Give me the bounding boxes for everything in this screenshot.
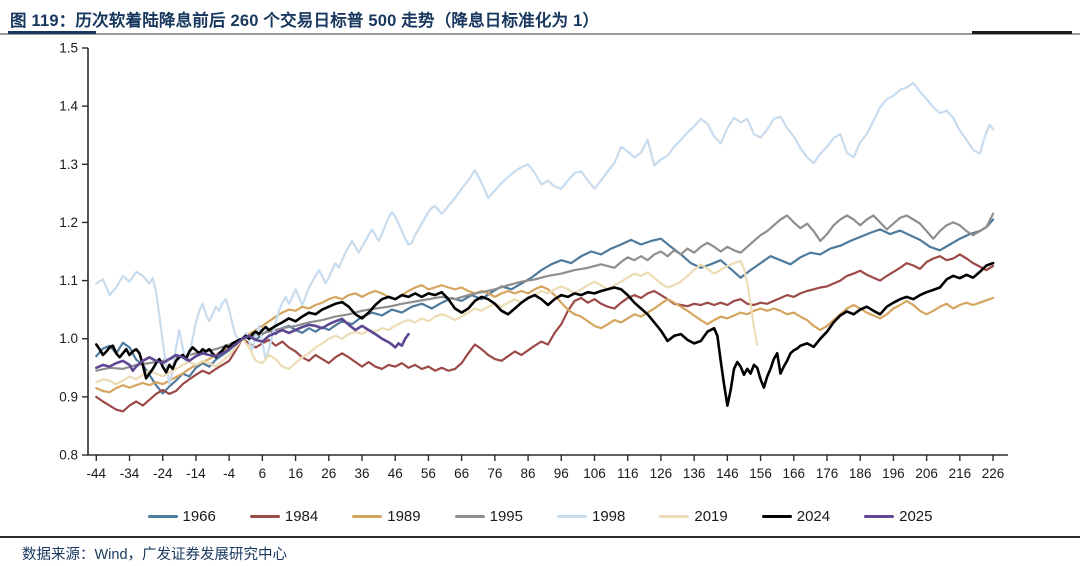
- title-rule: [0, 33, 1080, 35]
- legend-label: 1995: [489, 507, 523, 525]
- legend: 1966 1984 1989 1995 1998 2019 2024 2025: [0, 503, 1080, 529]
- legend-item-1995: 1995: [454, 507, 523, 525]
- x-tick-label: 116: [617, 466, 639, 481]
- x-tick-label: 166: [783, 466, 806, 481]
- x-tick-label: 186: [849, 466, 872, 481]
- x-tick-label: 156: [749, 466, 772, 481]
- x-tick-label: 206: [915, 466, 938, 481]
- legend-item-2025: 2025: [864, 507, 933, 525]
- legend-swatch-1989: [352, 514, 383, 518]
- x-tick-label: -24: [153, 466, 173, 481]
- x-tick-label: -4: [223, 466, 235, 481]
- series-line-2019: [95, 259, 759, 386]
- y-tick-label: 1.0: [59, 331, 78, 346]
- series-line-1984: [95, 253, 995, 413]
- legend-item-1966: 1966: [147, 507, 216, 525]
- legend-label: 1989: [387, 507, 421, 525]
- series-line-1998: [95, 81, 995, 386]
- x-tick-label: 56: [421, 466, 436, 481]
- series-line-1966: [95, 218, 995, 395]
- title-rule-left-accent: [8, 31, 96, 34]
- y-tick-label: 0.9: [59, 389, 78, 404]
- legend-item-1998: 1998: [557, 508, 625, 525]
- x-tick-label: -34: [120, 466, 140, 481]
- legend-item-2019: 2019: [659, 507, 728, 525]
- series-line-2024: [95, 261, 995, 407]
- x-tick-label: -44: [87, 466, 107, 481]
- title-rule-right-accent: [972, 31, 1072, 34]
- x-tick-label: 16: [288, 466, 303, 481]
- x-tick-label: 106: [583, 466, 606, 481]
- x-tick-label: 26: [321, 466, 336, 481]
- y-tick-label: 1.3: [59, 157, 78, 172]
- x-tick-label: 226: [982, 466, 1005, 481]
- legend-swatch-2019: [659, 514, 690, 518]
- y-tick-label: 1.4: [59, 99, 78, 114]
- legend-label: 1998: [592, 507, 626, 525]
- x-tick-label: 46: [388, 466, 403, 481]
- legend-swatch-2025: [864, 514, 895, 518]
- y-tick-label: 0.8: [59, 448, 78, 463]
- legend-item-1989: 1989: [352, 507, 421, 525]
- legend-swatch-1966: [147, 514, 178, 518]
- x-tick-label: 86: [521, 466, 536, 481]
- x-tick-label: 6: [259, 466, 267, 481]
- legend-item-2024: 2024: [761, 507, 831, 525]
- footer-rule: [0, 536, 1080, 538]
- x-tick-label: 136: [683, 466, 706, 481]
- series-line-1995: [95, 212, 995, 372]
- line-chart: 0.8 0.9 1.0 1.1 1.2 1.3 1.4 1.5 -44 -34 -24 -14 -4 6 1…: [59, 41, 1008, 481]
- x-tick-label: 216: [949, 466, 972, 481]
- y-tick-label: 1.1: [59, 273, 78, 288]
- series-line-2025: [95, 317, 410, 372]
- legend-swatch-1998: [557, 514, 587, 518]
- legend-label: 2024: [796, 507, 831, 525]
- legend-item-1984: 1984: [249, 507, 319, 525]
- page-title: 图 119：历次软着陆降息前后 260 个交易日标普 500 走势（降息日标准化…: [10, 12, 600, 30]
- legend-label: 1966: [182, 507, 216, 525]
- legend-swatch-1995: [454, 514, 485, 518]
- legend-label: 1984: [284, 507, 319, 525]
- y-tick-label: 1.2: [59, 215, 78, 230]
- x-tick-label: 196: [882, 466, 905, 481]
- legend-label: 2025: [899, 507, 933, 525]
- x-tick-label: 66: [454, 466, 469, 481]
- x-tick-label: 126: [650, 466, 673, 481]
- data-source-note: 数据来源：Wind，广发证券发展研究中心: [22, 547, 288, 563]
- y-tick-label: 1.5: [59, 41, 78, 56]
- legend-label: 2019: [694, 507, 728, 525]
- x-tick-label: -14: [186, 466, 206, 481]
- x-tick-label: 176: [816, 466, 839, 481]
- x-tick-label: 146: [716, 466, 739, 481]
- x-tick-label: 96: [554, 466, 569, 481]
- x-tick-label: 76: [487, 466, 502, 481]
- legend-swatch-2024: [761, 514, 792, 518]
- legend-swatch-1984: [249, 514, 280, 518]
- x-tick-label: 36: [354, 466, 369, 481]
- axis-frame: [87, 48, 1008, 456]
